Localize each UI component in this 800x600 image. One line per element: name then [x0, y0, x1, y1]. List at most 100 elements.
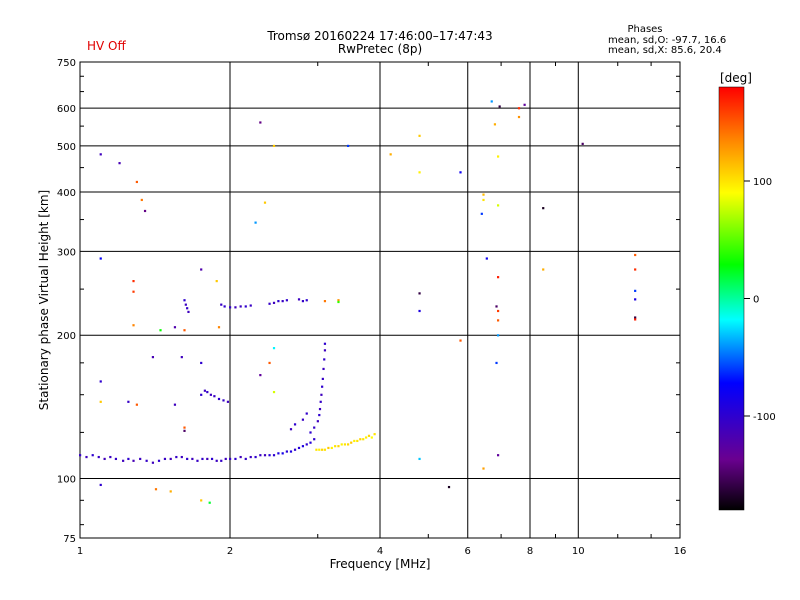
data-point	[418, 134, 421, 137]
data-point	[485, 257, 488, 260]
data-point	[581, 142, 584, 145]
data-point	[315, 448, 318, 451]
data-point	[213, 395, 216, 398]
data-point	[91, 454, 94, 457]
data-point	[200, 393, 203, 396]
data-point	[222, 399, 225, 402]
data-point	[114, 457, 118, 461]
data-point	[215, 280, 218, 283]
data-point	[200, 361, 203, 365]
data-point	[203, 389, 206, 392]
data-point	[318, 407, 322, 411]
data-point	[495, 361, 498, 365]
data-point	[206, 390, 209, 394]
y-tick-label: 600	[57, 104, 76, 115]
data-point	[293, 423, 297, 426]
data-point	[321, 377, 324, 381]
data-point	[309, 431, 312, 434]
colorbar-unit-label: [deg]	[720, 71, 752, 85]
data-point	[447, 485, 451, 489]
data-point	[234, 457, 237, 461]
data-point	[183, 429, 186, 432]
data-point	[140, 198, 143, 202]
data-point	[634, 268, 637, 271]
data-point	[186, 457, 189, 461]
data-point	[239, 455, 242, 459]
data-point	[480, 212, 483, 215]
data-point	[132, 324, 135, 327]
data-point	[183, 299, 186, 302]
data-point	[459, 339, 462, 342]
data-point	[272, 301, 276, 304]
plot-area: 1 2 4 6 8 10 16 75 100 200 300 400 500 600 750	[57, 58, 686, 557]
data-point	[191, 457, 194, 461]
data-point	[184, 303, 187, 306]
data-point	[103, 457, 106, 461]
data-point	[496, 155, 500, 158]
data-point	[285, 450, 288, 453]
data-point	[200, 268, 203, 271]
data-point	[175, 455, 178, 459]
data-point	[301, 445, 305, 448]
data-point	[517, 115, 521, 119]
y-tick-label: 200	[57, 331, 76, 342]
data-point	[356, 439, 359, 443]
data-point	[79, 454, 82, 457]
data-point	[289, 450, 293, 453]
data-point	[337, 300, 340, 304]
data-point	[285, 299, 288, 302]
data-point	[297, 446, 301, 450]
y-axis-ticks: 75 100 200 300 400 500 600 750	[57, 58, 680, 545]
data-point	[482, 193, 485, 196]
data-point	[517, 107, 521, 110]
data-point	[244, 457, 247, 461]
colorbar: [deg] 100 0 -100	[718, 71, 776, 511]
data-point	[277, 452, 280, 455]
data-point	[169, 490, 172, 493]
data-point	[313, 438, 316, 441]
data-point	[389, 153, 392, 156]
colorbar-ticks: 100 0 -100	[744, 177, 776, 423]
data-point	[254, 221, 257, 224]
data-point	[330, 446, 333, 450]
y-tick-label: 500	[57, 142, 76, 153]
data-point	[318, 448, 321, 451]
data-point	[496, 204, 500, 207]
data-point	[127, 457, 130, 461]
data-point	[200, 499, 203, 502]
data-point	[305, 299, 308, 302]
data-point	[418, 292, 421, 295]
data-point	[634, 298, 637, 301]
data-point	[496, 454, 500, 457]
data-point	[272, 390, 276, 394]
x-tick-label: 16	[674, 546, 687, 557]
data-point	[217, 326, 221, 329]
data-point	[459, 171, 462, 174]
data-point	[321, 385, 324, 388]
data-point	[154, 488, 158, 491]
data-point	[151, 461, 155, 464]
data-point	[132, 459, 135, 462]
data-point	[301, 300, 305, 303]
data-point	[201, 457, 204, 461]
data-point	[542, 268, 545, 271]
data-point	[206, 457, 209, 461]
hv-status: HV Off	[87, 39, 126, 53]
data-point	[353, 439, 356, 443]
data-point	[210, 457, 214, 461]
chart-title-line2: RwPretec (8p)	[338, 42, 422, 56]
data-point	[259, 121, 262, 124]
data-point	[122, 459, 125, 462]
data-point	[373, 433, 376, 436]
y-tick-label: 75	[63, 534, 76, 545]
data-point	[139, 457, 142, 461]
data-point	[323, 448, 327, 451]
data-point	[493, 123, 497, 126]
data-point	[634, 318, 637, 321]
data-point	[145, 459, 148, 462]
data-point	[99, 257, 102, 260]
data-point	[99, 380, 102, 383]
data-point	[196, 459, 199, 462]
colorbar-tick-label: 0	[753, 295, 759, 306]
